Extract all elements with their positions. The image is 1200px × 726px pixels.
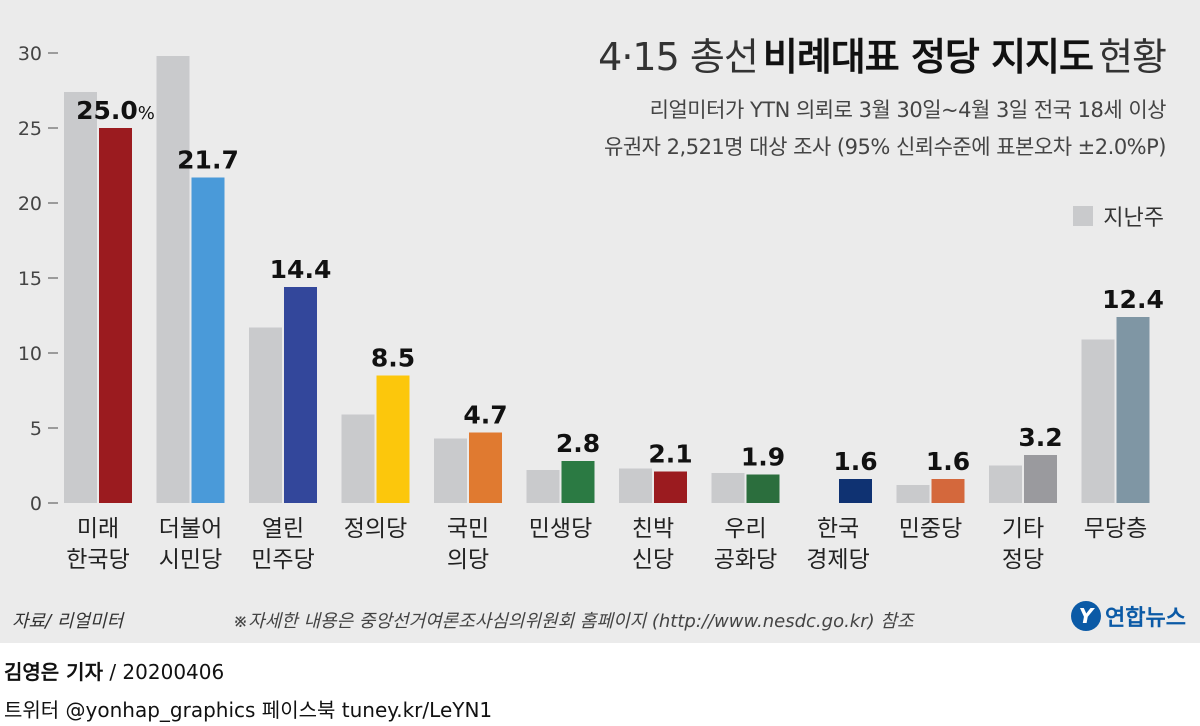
category-label: 민생당 (529, 516, 592, 542)
category-label: 경제당 (806, 547, 869, 573)
social-links: 트위터 @yonhap_graphics 페이스북 tuney.kr/LeYN1 (4, 698, 493, 722)
bar-current (99, 128, 132, 503)
legend-label: 지난주 (1103, 206, 1164, 231)
bar-current (931, 479, 965, 503)
bar-current (284, 287, 317, 503)
bar-last-week (619, 468, 652, 503)
bar-last-week (434, 438, 467, 503)
bar-current (746, 474, 780, 503)
y-tick-label: 30 (18, 43, 42, 65)
bar-current (654, 471, 687, 503)
bar-last-week (896, 485, 930, 503)
value-label: 1.6 (926, 447, 970, 476)
category-label: 친박 (632, 516, 674, 542)
bar-last-week (1081, 339, 1115, 503)
value-label: 1.6 (833, 447, 877, 476)
yonhap-logo: Y 연합뉴스 (1071, 600, 1186, 632)
category-label: 무당층 (1084, 516, 1147, 542)
category-label: 한국 (817, 516, 859, 542)
bar-last-week (989, 465, 1022, 503)
value-label: 8.5 (371, 344, 415, 373)
category-label: 국민 (447, 516, 489, 542)
bar-last-week (711, 473, 745, 503)
category-label: 시민당 (159, 547, 222, 573)
subtitle-line-2: 유권자 2,521명 대상 조사 (95% 신뢰수준에 표본오차 ±2.0%P) (604, 135, 1166, 159)
category-label: 열린 (262, 516, 304, 542)
title-main: 비례대표 정당 지지도 (762, 35, 1094, 79)
bar-current (561, 461, 595, 503)
bar-last-week (526, 470, 560, 503)
footnote: ※자세한 내용은 중앙선거여론조사심의위원회 홈페이지 (http://www.… (233, 611, 914, 632)
bar-current (839, 479, 872, 503)
category-label: 신당 (632, 547, 674, 573)
title-suffix: 현황 (1098, 35, 1167, 79)
y-tick-label: 20 (18, 193, 42, 215)
category-label: 공화당 (714, 547, 777, 573)
bar-current (469, 432, 502, 503)
subtitle-line-1: 리얼미터가 YTN 의뢰로 3월 30일~4월 3일 전국 18세 이상 (649, 98, 1167, 122)
value-label: 14.4 (270, 255, 332, 284)
category-label: 정당 (1002, 547, 1044, 573)
yonhap-logo-text: 연합뉴스 (1105, 606, 1186, 631)
category-label: 더불어 (159, 516, 222, 542)
value-label: 2.1 (648, 440, 692, 469)
legend-swatch (1073, 206, 1094, 226)
source-label: 자료/ 리얼미터 (12, 611, 124, 632)
value-label: 21.7 (177, 146, 239, 175)
y-tick-label: 5 (30, 418, 42, 440)
y-tick-label: 10 (18, 343, 42, 365)
y-tick-label: 0 (30, 493, 42, 515)
value-label: 1.9 (741, 443, 785, 472)
bar-current (1116, 317, 1150, 503)
value-label: 25.0% (76, 96, 155, 125)
category-label: 민주당 (251, 547, 314, 573)
category-label: 미래 (77, 516, 119, 542)
bar-current (1024, 455, 1057, 503)
category-label: 민중당 (899, 516, 962, 542)
y-tick-label: 15 (18, 268, 42, 290)
category-label: 기타 (1002, 516, 1044, 542)
bar-last-week (249, 327, 282, 503)
bar-last-week (341, 414, 375, 503)
category-label: 의당 (447, 547, 489, 573)
bar-current (376, 375, 410, 503)
author-name: 김영은 기자 (4, 660, 103, 684)
y-tick-label: 25 (18, 118, 42, 140)
bar-last-week (64, 92, 97, 503)
legend: 지난주 (1073, 200, 1164, 232)
bar-current (191, 177, 225, 503)
publish-date: / 20200406 (102, 660, 225, 684)
category-label: 우리 (724, 516, 766, 542)
value-label: 2.8 (556, 429, 600, 458)
category-label: 정의당 (344, 516, 407, 542)
bar-last-week (156, 56, 190, 503)
chart-title: 4·15 총선 비례대표 정당 지지도 현황 (598, 26, 1167, 81)
byline: 김영은 기자 / 20200406 (4, 656, 224, 685)
value-label: 4.7 (463, 401, 507, 430)
yonhap-logo-mark: Y (1071, 601, 1102, 631)
value-label: 12.4 (1102, 285, 1164, 314)
title-prefix: 4·15 총선 (598, 35, 759, 79)
value-label: 3.2 (1018, 423, 1062, 452)
category-label: 한국당 (66, 547, 129, 573)
